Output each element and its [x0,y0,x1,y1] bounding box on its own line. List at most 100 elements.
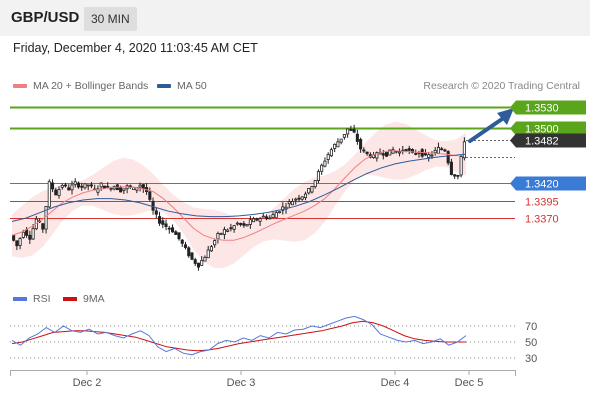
candle [57,186,61,199]
candle-body [252,218,256,223]
candle-body [271,214,275,219]
candle [190,252,194,261]
bollinger-fill [12,121,466,269]
forecast-arrow-head [497,108,514,125]
candle-body [28,234,32,240]
candle-body [375,152,379,159]
candle [261,213,265,218]
candle [76,181,81,189]
candle-body [187,247,191,257]
candle [154,207,158,219]
candle-body [329,149,333,157]
candle [258,216,262,227]
candle-body [407,148,411,151]
candle [440,146,444,151]
candle [359,137,363,153]
legend-rsi: RSI [13,293,51,305]
candle [375,151,379,162]
candle [443,148,447,152]
candle-body [388,149,392,156]
support-1-label: 1.3395 [525,197,559,209]
candle [31,223,35,240]
rsi-swatch [13,297,27,302]
candle-body [73,181,77,185]
ma50-label: MA 50 [177,80,207,92]
moving-averages [11,150,467,241]
candle-body [339,138,343,143]
candle [122,188,126,195]
candle [248,216,252,229]
rsi-label: RSI [33,293,51,305]
bollinger-bands [12,121,466,269]
candle-body [183,244,188,248]
candle [180,238,184,247]
candle [352,124,356,134]
candle-body [167,227,171,230]
candle-body [138,184,142,188]
candle-body [265,216,269,220]
candle [290,198,295,206]
credit-text: Research © 2020 Trading Central [423,80,580,92]
resistance-2-tag-pointer [510,100,516,115]
candle-body [303,193,308,199]
candle [303,191,308,201]
candle [67,184,71,191]
candle-body [54,189,58,196]
candle [323,157,327,168]
candle [242,221,246,228]
candle-body [119,187,123,193]
candle-body [323,160,327,167]
candle-body [219,232,223,235]
candle [203,255,207,262]
legend-ma50: MA 50 [157,80,207,92]
candle-body [83,183,87,189]
ma20-label: MA 20 + Bollinger Bands [33,80,149,92]
candle-body [196,262,200,268]
candle [187,246,191,258]
candle-body [158,216,162,224]
candle-body [414,153,418,155]
candle-body [206,249,210,259]
candle [329,147,333,157]
candle-body [229,227,233,230]
chart-header: GBP/USD 30 MIN [0,0,590,36]
candle [449,158,453,176]
resistance-1-tag-box [516,121,586,136]
pivot-tag-box [516,176,586,191]
candle-body [151,200,155,211]
legend-9ma: 9MA [63,293,105,305]
candle-body [86,184,90,187]
candle-body [177,232,181,240]
candle-body [213,240,217,246]
candle-body [200,260,204,266]
candle [456,174,460,180]
candle-body [346,128,350,135]
candle-body [300,196,304,200]
candle-body [274,212,278,218]
candle [200,256,204,266]
candle [106,182,110,188]
candle [385,152,389,158]
rsi-tick-70: 70 [525,321,537,333]
support-2-tag: 1.3370 [525,214,559,226]
timeframe-button[interactable]: 30 MIN [84,7,137,31]
candle-body [313,180,317,188]
candle-body [18,238,22,246]
candle [161,217,165,229]
candle-body [385,152,389,157]
candle [239,222,243,227]
candle-body [222,229,226,235]
candle [255,217,259,222]
candle [28,230,32,245]
candle-body [51,182,55,190]
candle-body [320,164,324,172]
candle [177,232,181,241]
candle [222,226,226,240]
candle-body [180,239,184,244]
candle-body [31,228,35,240]
candle-body [235,222,239,225]
candle [213,239,217,248]
x-tick-label: Dec 5 [455,377,484,389]
pivot-tag-pointer [510,176,516,191]
candle [427,152,431,162]
